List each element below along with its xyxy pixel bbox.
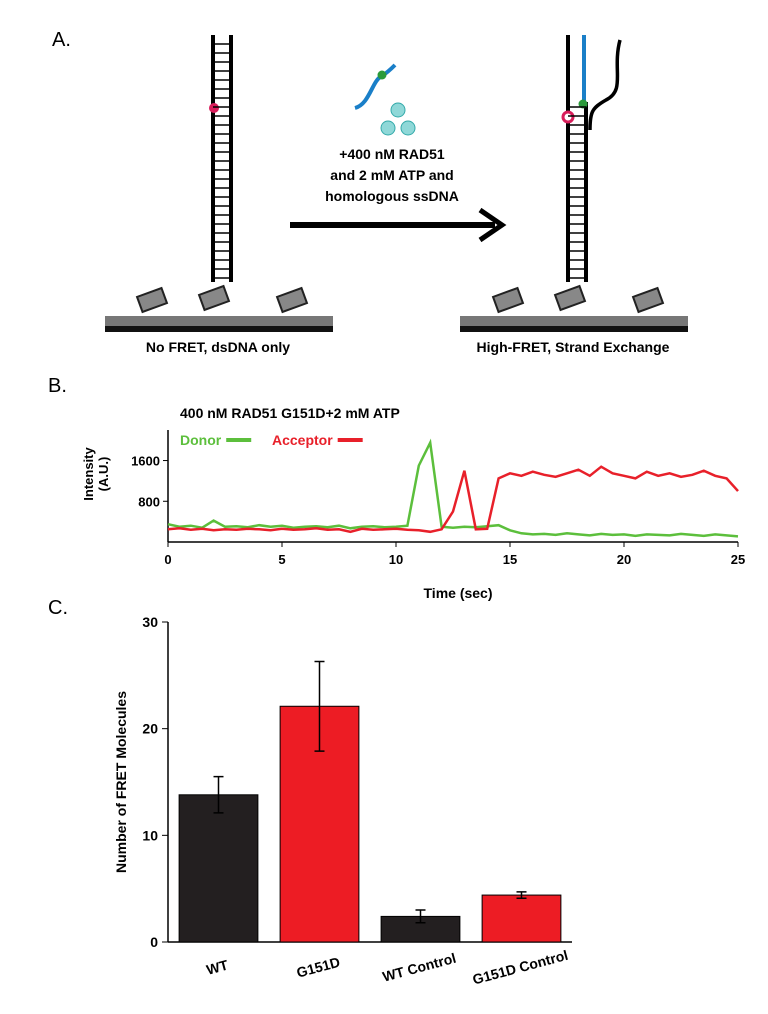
- x-tick-label: WT Control: [381, 950, 458, 985]
- y-axis-label: Intensity: [81, 447, 96, 501]
- y-axis-label: Number of FRET Molecules: [113, 691, 129, 873]
- y-tick-label: 20: [142, 721, 158, 737]
- bar: [481, 894, 562, 943]
- x-tick-label: G151D Control: [471, 947, 570, 988]
- rad51: [380, 120, 396, 136]
- error-bar: [314, 660, 325, 752]
- surface-protein: [491, 286, 525, 314]
- x-tick-label: 15: [503, 552, 517, 567]
- arrow-label: +400 nM RAD51: [339, 146, 445, 162]
- x-axis-label: Time (sec): [424, 585, 493, 601]
- surface-protein: [275, 286, 309, 314]
- surface-protein: [135, 286, 169, 314]
- surface-brush: [105, 316, 333, 326]
- panel-label: B.: [48, 375, 67, 397]
- legend-label: Acceptor: [272, 432, 333, 448]
- y-tick-label: 800: [138, 494, 160, 509]
- x-tick-label: 10: [389, 552, 403, 567]
- surface-brush: [460, 316, 688, 326]
- error-bar: [516, 891, 527, 900]
- caption: No FRET, dsDNA only: [146, 339, 290, 355]
- x-tick-label: G151D: [295, 954, 342, 981]
- surface-protein: [197, 284, 231, 312]
- x-tick-label: 5: [278, 552, 285, 567]
- series-line: [167, 438, 739, 538]
- diagram: +400 nM RAD51 and 2 mM ATP and homologou…: [105, 35, 688, 355]
- chart-title: 400 nM RAD51 G151D+2 mM ATP: [180, 405, 400, 421]
- caption: High-FRET, Strand Exchange: [477, 339, 670, 355]
- legend-label: Donor: [180, 432, 222, 448]
- y-axis-label: (A.U.): [96, 457, 111, 492]
- error-bar: [415, 909, 426, 924]
- acceptor-dye: [561, 110, 575, 124]
- displaced-strand: [588, 39, 622, 131]
- x-tick-label: 20: [617, 552, 631, 567]
- arrow-label: homologous ssDNA: [325, 188, 459, 204]
- surface: [105, 326, 333, 332]
- error-bar: [213, 775, 224, 814]
- x-tick-label: 25: [731, 552, 745, 567]
- y-tick-label: 30: [142, 614, 158, 630]
- ssdna: [354, 63, 397, 110]
- surface-protein: [553, 284, 587, 312]
- arrow-label: and 2 mM ATP and: [330, 167, 453, 183]
- surface: [460, 326, 688, 332]
- rad51: [390, 102, 406, 118]
- bar: [178, 794, 259, 943]
- x-tick-label: 0: [164, 552, 171, 567]
- arrow-head: [478, 207, 507, 243]
- y-tick-label: 10: [142, 827, 158, 843]
- acceptor-dye: [209, 103, 219, 113]
- x-tick-label: WT: [205, 957, 231, 978]
- panel-label: A.: [52, 29, 71, 51]
- panel-label: C.: [48, 597, 68, 619]
- y-tick-label: 0: [150, 934, 158, 950]
- y-tick-label: 1600: [131, 454, 160, 469]
- rad51: [400, 120, 416, 136]
- surface-protein: [631, 286, 665, 314]
- series-line: [167, 465, 739, 534]
- donor-dye: [377, 70, 387, 80]
